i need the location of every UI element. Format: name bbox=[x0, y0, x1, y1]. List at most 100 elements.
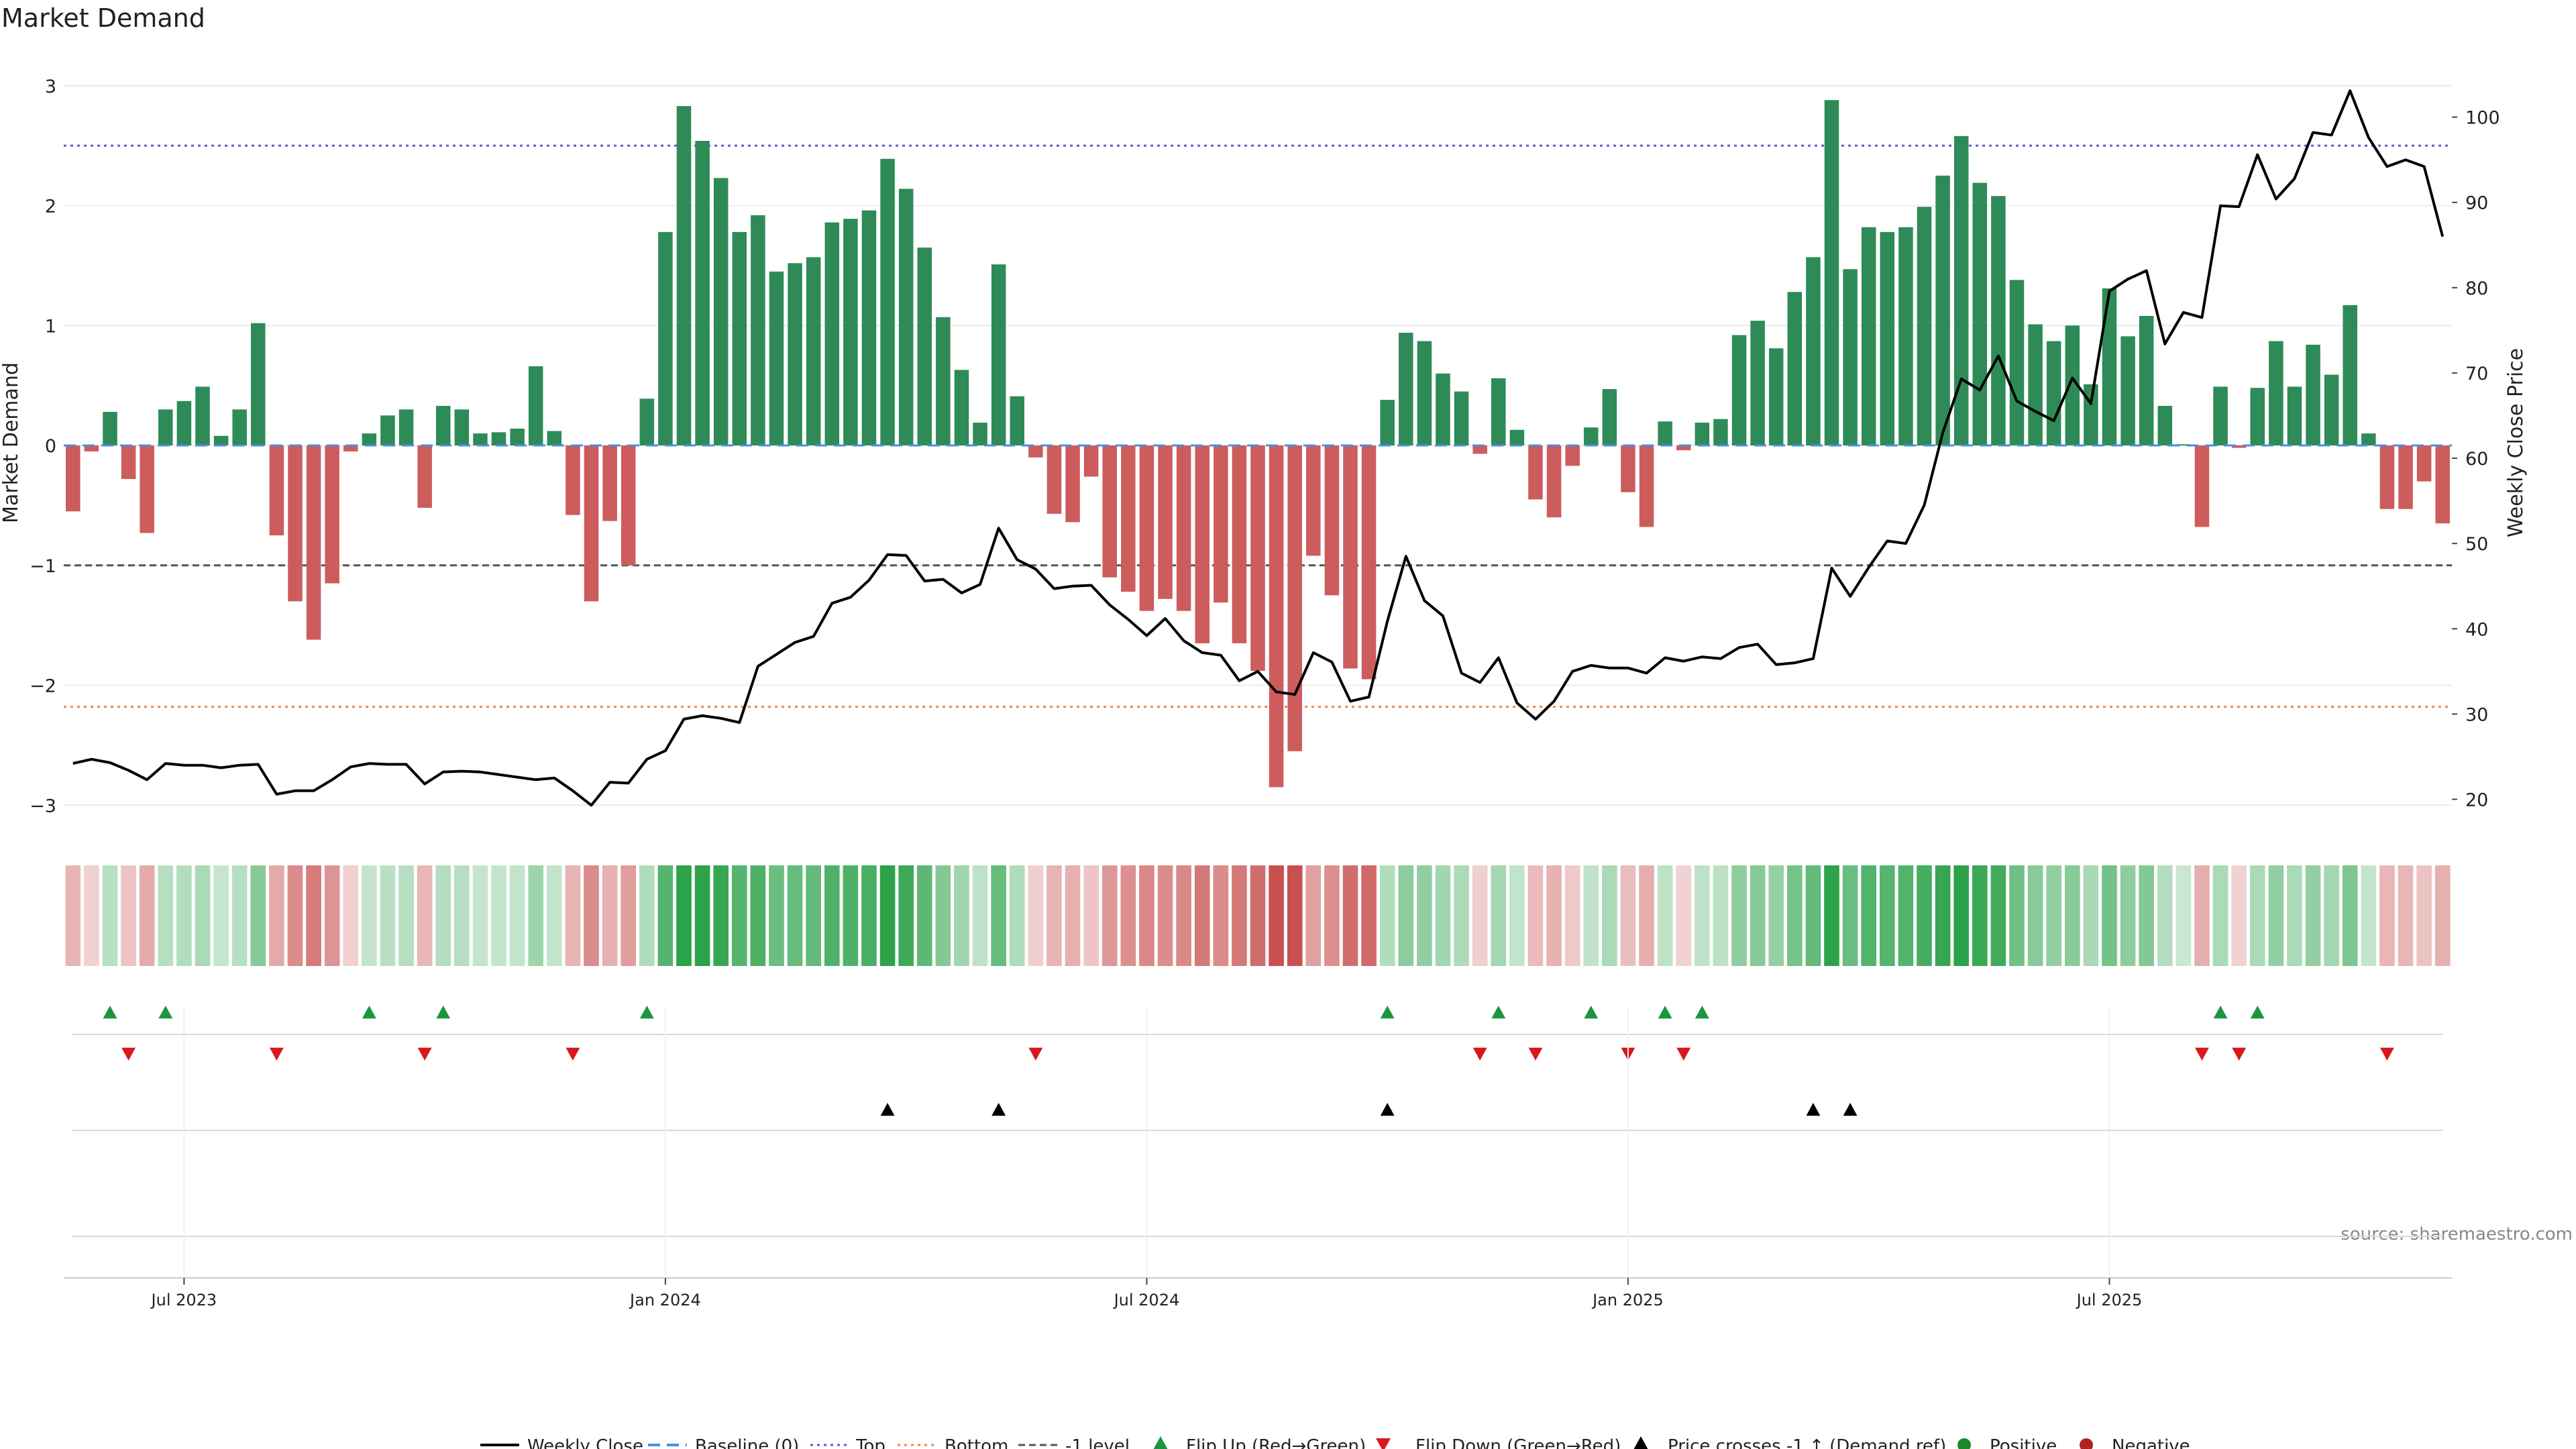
heat-cell-89 bbox=[1713, 865, 1729, 966]
heat-cell-112 bbox=[2139, 865, 2154, 966]
heat-cell-79 bbox=[1527, 865, 1544, 966]
heat-cell-15 bbox=[343, 865, 359, 966]
heat-cell-64 bbox=[1250, 865, 1266, 966]
legend-positive-marker bbox=[1957, 1438, 1971, 1449]
legend: Weekly Close Baseline (0) Top Bottom -1 … bbox=[480, 1436, 2190, 1449]
demand-bar-55 bbox=[1083, 445, 1099, 477]
heat-cell-72 bbox=[1398, 865, 1414, 966]
demand-bar-81 bbox=[1565, 445, 1580, 466]
demand-bar-12 bbox=[288, 445, 303, 602]
demand-bar-83 bbox=[1602, 388, 1617, 445]
legend-negative-label: Negative bbox=[2112, 1436, 2190, 1449]
demand-bar-101 bbox=[1935, 175, 1950, 445]
demand-bar-2 bbox=[103, 411, 117, 445]
heat-cell-13 bbox=[306, 865, 321, 966]
heat-cell-65 bbox=[1269, 865, 1284, 966]
flip-down-marker-8 bbox=[1676, 1047, 1691, 1061]
demand-bar-43 bbox=[861, 210, 877, 445]
heat-cell-32 bbox=[657, 865, 674, 966]
heat-cell-108 bbox=[2064, 865, 2080, 966]
heat-cell-88 bbox=[1695, 865, 1710, 966]
heat-cell-21 bbox=[454, 865, 470, 966]
demand-bar-121 bbox=[2306, 344, 2320, 445]
heat-cell-83 bbox=[1602, 865, 1617, 966]
heat-cell-99 bbox=[1898, 865, 1914, 966]
heat-cell-7 bbox=[195, 865, 211, 966]
heat-cell-85 bbox=[1639, 865, 1654, 966]
demand-bar-97 bbox=[1861, 227, 1876, 445]
heat-cell-122 bbox=[2324, 865, 2339, 966]
x-tick-label-1: Jan 2024 bbox=[629, 1291, 701, 1309]
demand-bar-95 bbox=[1824, 100, 1839, 445]
demand-bar-105 bbox=[2009, 280, 2025, 445]
flip-up-marker-10 bbox=[2213, 1006, 2228, 1019]
heat-cell-106 bbox=[2027, 865, 2043, 966]
demand-bar-62 bbox=[1214, 445, 1228, 603]
legend-top-label: Top bbox=[855, 1436, 885, 1449]
heat-cell-1 bbox=[84, 865, 99, 966]
heat-cell-121 bbox=[2305, 865, 2321, 966]
demand-bar-8 bbox=[213, 435, 229, 445]
demand-bar-104 bbox=[1991, 196, 2006, 445]
heat-cell-71 bbox=[1379, 865, 1395, 966]
price-cross-marker-0 bbox=[880, 1103, 895, 1116]
heat-cell-94 bbox=[1805, 865, 1821, 966]
heat-cell-90 bbox=[1731, 865, 1747, 966]
heat-cell-47 bbox=[935, 865, 951, 966]
heat-cell-48 bbox=[954, 865, 969, 966]
heat-cell-109 bbox=[2083, 865, 2099, 966]
heat-cell-93 bbox=[1786, 865, 1803, 966]
legend-flipup-label: Flip Up (Red→Green) bbox=[1186, 1436, 1366, 1449]
heat-cell-120 bbox=[2287, 865, 2302, 966]
flip-down-marker-9 bbox=[2194, 1047, 2209, 1061]
demand-bar-23 bbox=[491, 432, 506, 445]
demand-bar-20 bbox=[435, 406, 451, 445]
heat-cell-102 bbox=[1953, 865, 1969, 966]
demand-bar-86 bbox=[1658, 421, 1672, 445]
heat-cell-107 bbox=[2046, 865, 2061, 966]
price-cross-marker-2 bbox=[1380, 1103, 1395, 1116]
flip-up-marker-4 bbox=[639, 1006, 654, 1019]
flip-down-marker-6 bbox=[1528, 1047, 1543, 1061]
demand-bar-114 bbox=[2176, 444, 2191, 445]
y-axis-label: Market Demand bbox=[0, 362, 23, 523]
flip-down-marker-11 bbox=[2379, 1047, 2394, 1061]
legend-bottom-label: Bottom bbox=[945, 1436, 1008, 1449]
flip-markers bbox=[103, 1006, 2394, 1061]
flip-down-marker-3 bbox=[566, 1047, 580, 1061]
heat-cell-11 bbox=[269, 865, 284, 966]
demand-bar-63 bbox=[1232, 445, 1247, 643]
demand-bar-68 bbox=[1324, 445, 1340, 596]
heat-cell-97 bbox=[1861, 865, 1877, 966]
y2-tick-label-3: 70 bbox=[2465, 364, 2488, 384]
heat-cell-28 bbox=[584, 865, 599, 966]
demand-bar-32 bbox=[658, 231, 673, 445]
demand-bar-88 bbox=[1695, 423, 1710, 445]
demand-bar-25 bbox=[528, 366, 543, 445]
heat-cell-75 bbox=[1454, 865, 1469, 966]
heat-cell-128 bbox=[2434, 865, 2451, 966]
heat-cell-41 bbox=[824, 865, 840, 966]
heat-cell-67 bbox=[1305, 865, 1322, 966]
y-axis: 3 2 1 0 −1 −2 −3 bbox=[30, 76, 56, 817]
heat-cell-51 bbox=[1009, 865, 1025, 966]
heat-cell-115 bbox=[2194, 865, 2210, 966]
demand-bar-112 bbox=[2139, 315, 2154, 445]
demand-bar-61 bbox=[1195, 445, 1210, 643]
y2-tick-label-7: 30 bbox=[2465, 704, 2488, 725]
heat-cell-10 bbox=[250, 865, 266, 966]
heat-cell-26 bbox=[547, 865, 562, 966]
y2-tick-label-4: 60 bbox=[2465, 449, 2488, 470]
demand-bar-87 bbox=[1676, 445, 1691, 451]
heat-cell-98 bbox=[1879, 865, 1895, 966]
heat-cell-81 bbox=[1564, 865, 1580, 966]
demand-bar-124 bbox=[2361, 433, 2376, 445]
demand-bar-115 bbox=[2194, 445, 2210, 527]
x-tick-label-4: Jul 2025 bbox=[2076, 1291, 2143, 1309]
demand-bar-96 bbox=[1843, 269, 1858, 445]
y2-tick-label-1: 90 bbox=[2465, 193, 2488, 214]
demand-bar-36 bbox=[732, 231, 747, 445]
flip-up-marker-9 bbox=[1695, 1006, 1709, 1019]
demand-bar-120 bbox=[2287, 386, 2302, 445]
